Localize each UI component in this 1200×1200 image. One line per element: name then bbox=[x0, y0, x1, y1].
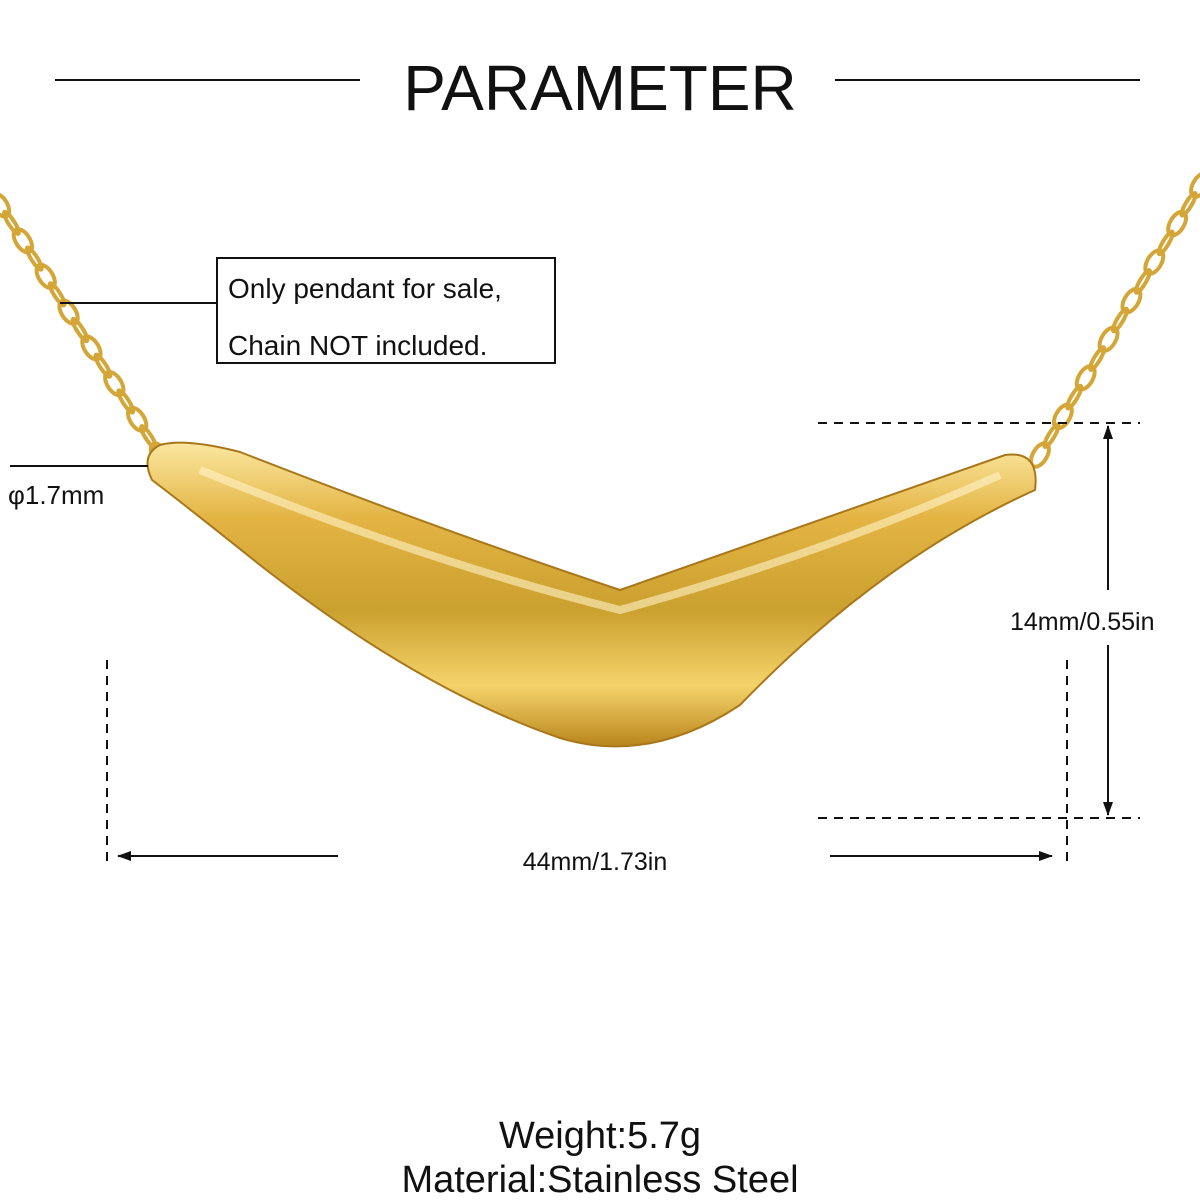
chain-link bbox=[139, 424, 159, 451]
material: Material:Stainless Steel bbox=[401, 1159, 798, 1200]
diameter-label: φ1.7mm bbox=[8, 480, 104, 510]
chain-link bbox=[93, 352, 113, 379]
chain-link bbox=[34, 262, 57, 291]
chain-link bbox=[125, 405, 149, 433]
weight: Weight:5.7g bbox=[499, 1115, 701, 1157]
chain-link bbox=[1, 209, 21, 236]
title: PARAMETER bbox=[403, 52, 797, 124]
chain-link bbox=[11, 227, 35, 255]
chain-link bbox=[1133, 268, 1152, 295]
chain-link bbox=[80, 334, 103, 362]
chain bbox=[0, 171, 1200, 469]
chain-link bbox=[103, 369, 126, 398]
note-line: Chain NOT included. bbox=[228, 330, 487, 361]
chain-link bbox=[1065, 383, 1084, 411]
chain-link bbox=[116, 388, 136, 415]
chain-link bbox=[1120, 286, 1143, 315]
chain-link bbox=[1051, 402, 1074, 431]
width-label: 44mm/1.73in bbox=[523, 848, 668, 876]
chain-link bbox=[47, 281, 67, 308]
chain-link bbox=[1189, 171, 1200, 199]
pendant bbox=[146, 441, 1037, 748]
chain-link bbox=[1179, 190, 1198, 218]
chain-link bbox=[1156, 229, 1175, 257]
chain-link bbox=[24, 245, 44, 272]
chain-link bbox=[1088, 345, 1107, 372]
pendant-highlight bbox=[198, 466, 1002, 615]
chain-link bbox=[0, 191, 12, 219]
chain-link bbox=[1097, 325, 1120, 354]
note-box bbox=[216, 257, 556, 364]
chain-link bbox=[1074, 364, 1097, 392]
chain-link bbox=[1166, 209, 1189, 238]
chain-link bbox=[1042, 422, 1061, 450]
chain-link bbox=[1143, 248, 1166, 276]
height-label: 14mm/0.55in bbox=[1010, 608, 1155, 636]
chain-link bbox=[1110, 306, 1130, 334]
chain-link bbox=[57, 298, 80, 326]
chain-link bbox=[70, 316, 90, 344]
note-line: Only pendant for sale, bbox=[228, 273, 502, 304]
